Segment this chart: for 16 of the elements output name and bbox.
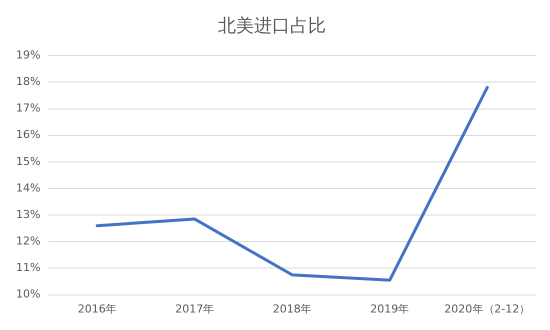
y-tick-label: 14%: [16, 181, 40, 194]
x-tick-label: 2019年: [370, 302, 410, 316]
y-tick-label: 16%: [16, 128, 40, 142]
y-tick-label: 10%: [16, 288, 40, 301]
x-tick-label: 2020年（2-12）: [444, 302, 530, 316]
y-tick-label: 17%: [16, 102, 40, 115]
x-tick-label: 2017年: [175, 302, 214, 316]
x-tick-label: 2016年: [78, 302, 117, 316]
y-tick-label: 18%: [16, 75, 40, 88]
chart-title: 北美进口占比: [218, 15, 326, 36]
y-tick-label: 11%: [16, 261, 40, 274]
y-tick-label: 15%: [16, 154, 40, 168]
y-tick-label: 19%: [16, 48, 40, 62]
y-tick-label: 12%: [16, 234, 40, 248]
x-tick-label: 2018年: [272, 302, 312, 316]
y-tick-label: 13%: [16, 208, 40, 221]
